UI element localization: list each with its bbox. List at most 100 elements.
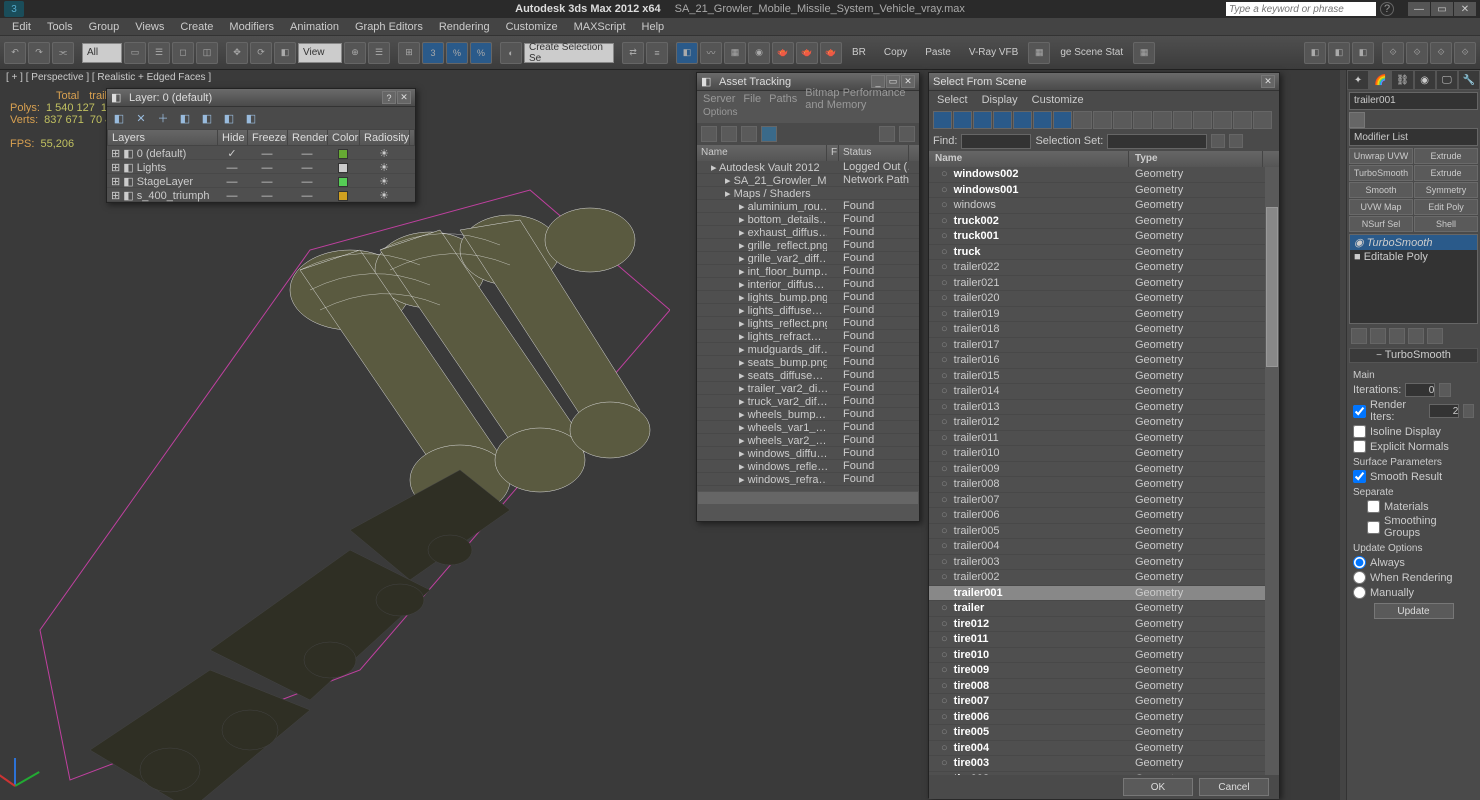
asset-row[interactable]: ▸ windows_refle…Found [697, 460, 919, 473]
rend-spinner[interactable] [1463, 404, 1474, 418]
sfs-row[interactable]: tire005Geometry [929, 725, 1279, 741]
sfs-col[interactable]: Name [929, 151, 1129, 167]
menu-modifiers[interactable]: Modifiers [223, 19, 280, 35]
manip-icon[interactable]: ☰ [368, 42, 390, 64]
render-icon[interactable]: 🫖 [820, 42, 842, 64]
asset-row[interactable]: ▸ grille_reflect.pngFound [697, 239, 919, 252]
sfs-row[interactable]: tire002Geometry [929, 772, 1279, 776]
undo-icon[interactable]: ↶ [4, 42, 26, 64]
sfs-row[interactable]: trailer001Geometry [929, 586, 1279, 602]
asset-row[interactable]: ▸ seats_bump.pngFound [697, 356, 919, 369]
sfs-filter-icon[interactable] [1073, 111, 1092, 129]
asset-row[interactable]: ▸ SA_21_Growler_Mobil…Network Path [697, 174, 919, 187]
sfs-filter-icon[interactable] [1153, 111, 1172, 129]
sfs-row[interactable]: trailer016Geometry [929, 353, 1279, 369]
select-layer-icon[interactable]: ◧ [177, 110, 193, 126]
asset-menu-item[interactable]: Bitmap Performance and Memory [805, 87, 913, 111]
explicit-check[interactable] [1353, 440, 1366, 453]
menu-animation[interactable]: Animation [284, 19, 345, 35]
layer-icon[interactable]: ◧ [676, 42, 698, 64]
edit-selection-icon[interactable]: ◐ [500, 42, 522, 64]
select-name-icon[interactable]: ☰ [148, 42, 170, 64]
asset-row[interactable]: ▸ truck_var2_dif…Found [697, 395, 919, 408]
asset-row[interactable]: ▸ windows_refra…Found [697, 473, 919, 486]
delete-layer-icon[interactable]: ✕ [133, 110, 149, 126]
asset-col[interactable]: Name [697, 145, 827, 161]
sfs-filter-icon[interactable] [1093, 111, 1112, 129]
display-tab-icon[interactable]: 🖵 [1436, 70, 1458, 90]
sfs-row[interactable]: tire006Geometry [929, 710, 1279, 726]
sfs-filter-icon[interactable] [953, 111, 972, 129]
snap-icon[interactable]: ⊞ [398, 42, 420, 64]
asset-row[interactable]: ▸ grille_var2_diff…Found [697, 252, 919, 265]
curve-editor-icon[interactable]: 〰 [700, 42, 722, 64]
viewport-label[interactable]: [ + ] [ Perspective ] [ Realistic + Edge… [6, 72, 211, 83]
search-input[interactable] [1226, 2, 1376, 16]
render-iters-check[interactable] [1353, 405, 1366, 418]
menu-grapheditors[interactable]: Graph Editors [349, 19, 429, 35]
sfs-col[interactable]: Type [1129, 151, 1263, 167]
sfs-filter-icon[interactable] [933, 111, 952, 129]
sfs-row[interactable]: windowsGeometry [929, 198, 1279, 214]
sfs-row[interactable]: trailer020Geometry [929, 291, 1279, 307]
sfs-row[interactable]: trailer006Geometry [929, 508, 1279, 524]
stack-item[interactable]: ◉ TurboSmooth [1350, 235, 1477, 250]
utilities-tab-icon[interactable]: 🔧 [1458, 70, 1480, 90]
sfs-filter-icon[interactable] [1053, 111, 1072, 129]
asset-row[interactable]: ▸ lights_reflect.pngFound [697, 317, 919, 330]
sfs-row[interactable]: trailer018Geometry [929, 322, 1279, 338]
help-icon[interactable]: ? [1380, 2, 1394, 16]
when-rendering-radio[interactable] [1353, 571, 1366, 584]
sfs-filter-icon[interactable] [1173, 111, 1192, 129]
menu-maxscript[interactable]: MAXScript [568, 19, 632, 35]
sfs-vscroll[interactable] [1265, 167, 1279, 775]
maximize-button[interactable]: ▭ [1431, 2, 1453, 16]
asset-row[interactable]: ▸ windows_diffu…Found [697, 447, 919, 460]
asset-row[interactable]: ▸ Maps / Shaders [697, 187, 919, 200]
remove-mod-icon[interactable] [1408, 328, 1424, 344]
percent-snap-icon[interactable]: % [446, 42, 468, 64]
asset-row[interactable]: ▸ bottom_details…Found [697, 213, 919, 226]
material-icon[interactable]: ◉ [748, 42, 770, 64]
menu-customize[interactable]: Customize [500, 19, 564, 35]
select-icon[interactable]: ▭ [124, 42, 146, 64]
render-frame-icon[interactable]: 🫖 [796, 42, 818, 64]
asset-tb3-icon[interactable] [741, 126, 757, 142]
layer-row[interactable]: ⊞ ◧ s_400_triumph———☀ [107, 188, 415, 202]
asset-tb1-icon[interactable] [701, 126, 717, 142]
vray-vfb-label[interactable]: V-Ray VFB [961, 47, 1026, 58]
sfs-opt2-icon[interactable] [1229, 134, 1243, 148]
sfs-row[interactable]: tire004Geometry [929, 741, 1279, 757]
hide-layer-icon[interactable]: ◧ [221, 110, 237, 126]
sfs-row[interactable]: trailer015Geometry [929, 369, 1279, 385]
asset-row[interactable]: ▸ exhaust_diffus…Found [697, 226, 919, 239]
sfs-row[interactable]: trailer010Geometry [929, 446, 1279, 462]
update-button[interactable]: Update [1374, 603, 1454, 619]
ok-button[interactable]: OK [1123, 778, 1193, 796]
extra3-icon[interactable]: ◧ [1352, 42, 1374, 64]
add-to-layer-icon[interactable]: ＋ [155, 110, 171, 126]
rotate-icon[interactable]: ⟳ [250, 42, 272, 64]
asset-menu-item[interactable]: Paths [769, 93, 797, 105]
named-selection-combo[interactable]: Create Selection Se [524, 43, 614, 63]
sfs-row[interactable]: trailer014Geometry [929, 384, 1279, 400]
modifier-button[interactable]: UVW Map [1349, 199, 1413, 215]
cancel-button[interactable]: Cancel [1199, 778, 1269, 796]
layer-col[interactable]: Radiosity [360, 130, 410, 146]
copy-label[interactable]: Copy [876, 47, 915, 58]
pin-stack-icon[interactable] [1351, 328, 1367, 344]
sfs-row[interactable]: trailer022Geometry [929, 260, 1279, 276]
link-icon[interactable]: ⫘ [52, 42, 74, 64]
asset-row[interactable]: ▸ seats_diffuse…Found [697, 369, 919, 382]
sfs-row[interactable]: trailer003Geometry [929, 555, 1279, 571]
render-setup-icon[interactable]: 🫖 [772, 42, 794, 64]
create-tab-icon[interactable]: ✦ [1347, 70, 1369, 90]
modifier-button[interactable]: Extrude [1414, 148, 1478, 164]
motion-tab-icon[interactable]: ◉ [1414, 70, 1436, 90]
modifier-button[interactable]: Unwrap UVW [1349, 148, 1413, 164]
highlight-layer-icon[interactable]: ◧ [199, 110, 215, 126]
layer-close-icon[interactable]: ✕ [397, 91, 411, 104]
sfs-row[interactable]: tire003Geometry [929, 756, 1279, 772]
asset-row[interactable]: ▸ lights_refract…Found [697, 330, 919, 343]
sfs-menu-item[interactable]: Select [937, 94, 968, 106]
